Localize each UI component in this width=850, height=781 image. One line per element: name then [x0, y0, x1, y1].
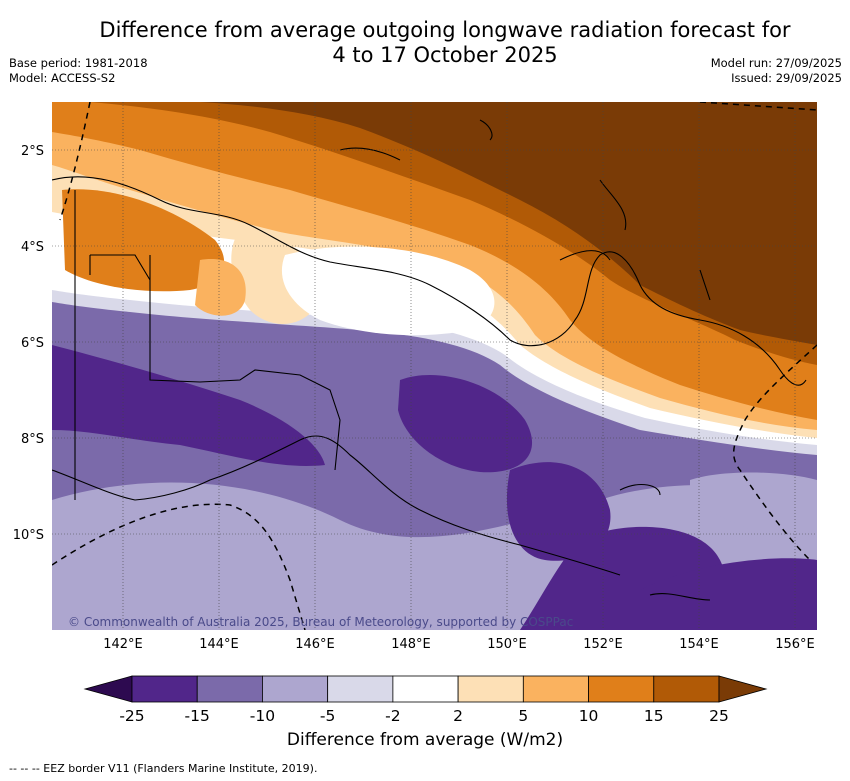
lat-label: 10°S: [13, 528, 44, 543]
lat-label: 2°S: [21, 144, 44, 159]
colorbar-cell: [196, 675, 263, 703]
colorbar-ticks: -25 -15 -10 -5 -2 2 5 10 15 25: [119, 707, 729, 725]
colorbar-cell: [522, 675, 589, 703]
colorbar-tick-label: 25: [709, 707, 729, 725]
title-line-2: 4 to 17 October 2025: [332, 43, 558, 67]
lat-label: 4°S: [21, 240, 44, 255]
lat-label: 6°S: [21, 336, 44, 351]
model-run: Model run: 27/09/2025: [710, 56, 842, 70]
model-name: Model: ACCESS-S2: [9, 71, 116, 85]
colorbar-tick-label: 5: [518, 707, 528, 725]
copyright-notice: © Commonwealth of Australia 2025, Bureau…: [68, 615, 573, 629]
title-line-1: Difference from average outgoing longwav…: [99, 18, 791, 42]
lon-label: 154°E: [679, 637, 719, 652]
colorbar-cell: [131, 675, 198, 703]
colorbar-cell: [392, 675, 459, 703]
patch-dark-purple-far-southeast: [620, 558, 817, 630]
lon-label: 152°E: [583, 637, 623, 652]
lon-label: 150°E: [487, 637, 527, 652]
patch-dark-purple-centre: [398, 374, 533, 473]
colorbar-tick-label: 15: [644, 707, 664, 725]
colorbar-over-arrow: [718, 675, 768, 703]
patch-dark-purple-west: [52, 345, 325, 466]
southern-islands: [619, 484, 711, 601]
colorbar-cell: [457, 675, 524, 703]
band-light-purple-east: [690, 472, 817, 560]
colorbar-tick-label: -25: [119, 707, 144, 725]
eez-southwest: [52, 503, 306, 630]
pocket-light-orange-inland: [195, 259, 246, 316]
graticule: [52, 102, 817, 630]
map-title: Difference from average outgoing longwav…: [60, 18, 830, 68]
eez-borders: [52, 102, 817, 630]
contour-field: © Commonwealth of Australia 2025, Bureau…: [52, 102, 817, 630]
colorbar-cells: [131, 675, 720, 703]
png-north-coast: [52, 176, 807, 386]
eez-northwest: [59, 102, 91, 221]
eez-east: [732, 344, 817, 561]
province-borders: [89, 254, 341, 471]
png-south-coast: [52, 435, 621, 576]
islands: [339, 119, 711, 301]
colorbar-under-arrow: [83, 675, 133, 703]
pocket-orange-west: [62, 189, 225, 292]
lon-label: 148°E: [391, 637, 431, 652]
colorbar-tick-label: -2: [385, 707, 400, 725]
eez-northeast: [699, 102, 817, 111]
colorbar-label: Difference from average (W/m2): [286, 730, 564, 750]
coastlines: [52, 119, 807, 601]
lat-label: 8°S: [21, 432, 44, 447]
lon-label: 142°E: [103, 637, 143, 652]
colorbar-tick-label: 10: [579, 707, 599, 725]
base-period: Base period: 1981-2018: [9, 56, 148, 70]
colorbar-cell: [653, 675, 720, 703]
colorbar-cell: [588, 675, 655, 703]
colorbar-tick-label: -5: [320, 707, 335, 725]
meta-right: Model run: 27/09/2025 Issued: 29/09/2025: [711, 56, 842, 86]
colorbar: -25 -15 -10 -5 -2 2 5 10 15 25: [83, 675, 768, 725]
eez-footnote: -- -- -- EEZ border V11 (Flanders Marine…: [9, 762, 318, 775]
colorbar-tick-label: -10: [250, 707, 275, 725]
colorbar-cell: [327, 675, 394, 703]
lon-label: 146°E: [295, 637, 335, 652]
colorbar-tick-label: -15: [185, 707, 210, 725]
colorbar-tick-label: 2: [453, 707, 463, 725]
lat-axis: 2°S 4°S 6°S 8°S 10°S: [13, 144, 44, 543]
band-deep-brown: [200, 102, 817, 345]
lon-axis: 142°E 144°E 146°E 148°E 150°E 152°E 154°…: [103, 637, 815, 652]
lon-label: 156°E: [775, 637, 815, 652]
lon-label: 144°E: [199, 637, 239, 652]
colorbar-cell: [262, 675, 329, 703]
issued-date: Issued: 29/09/2025: [731, 71, 842, 85]
pocket-white-centre: [281, 246, 495, 336]
meta-left: Base period: 1981-2018 Model: ACCESS-S2: [9, 56, 148, 86]
